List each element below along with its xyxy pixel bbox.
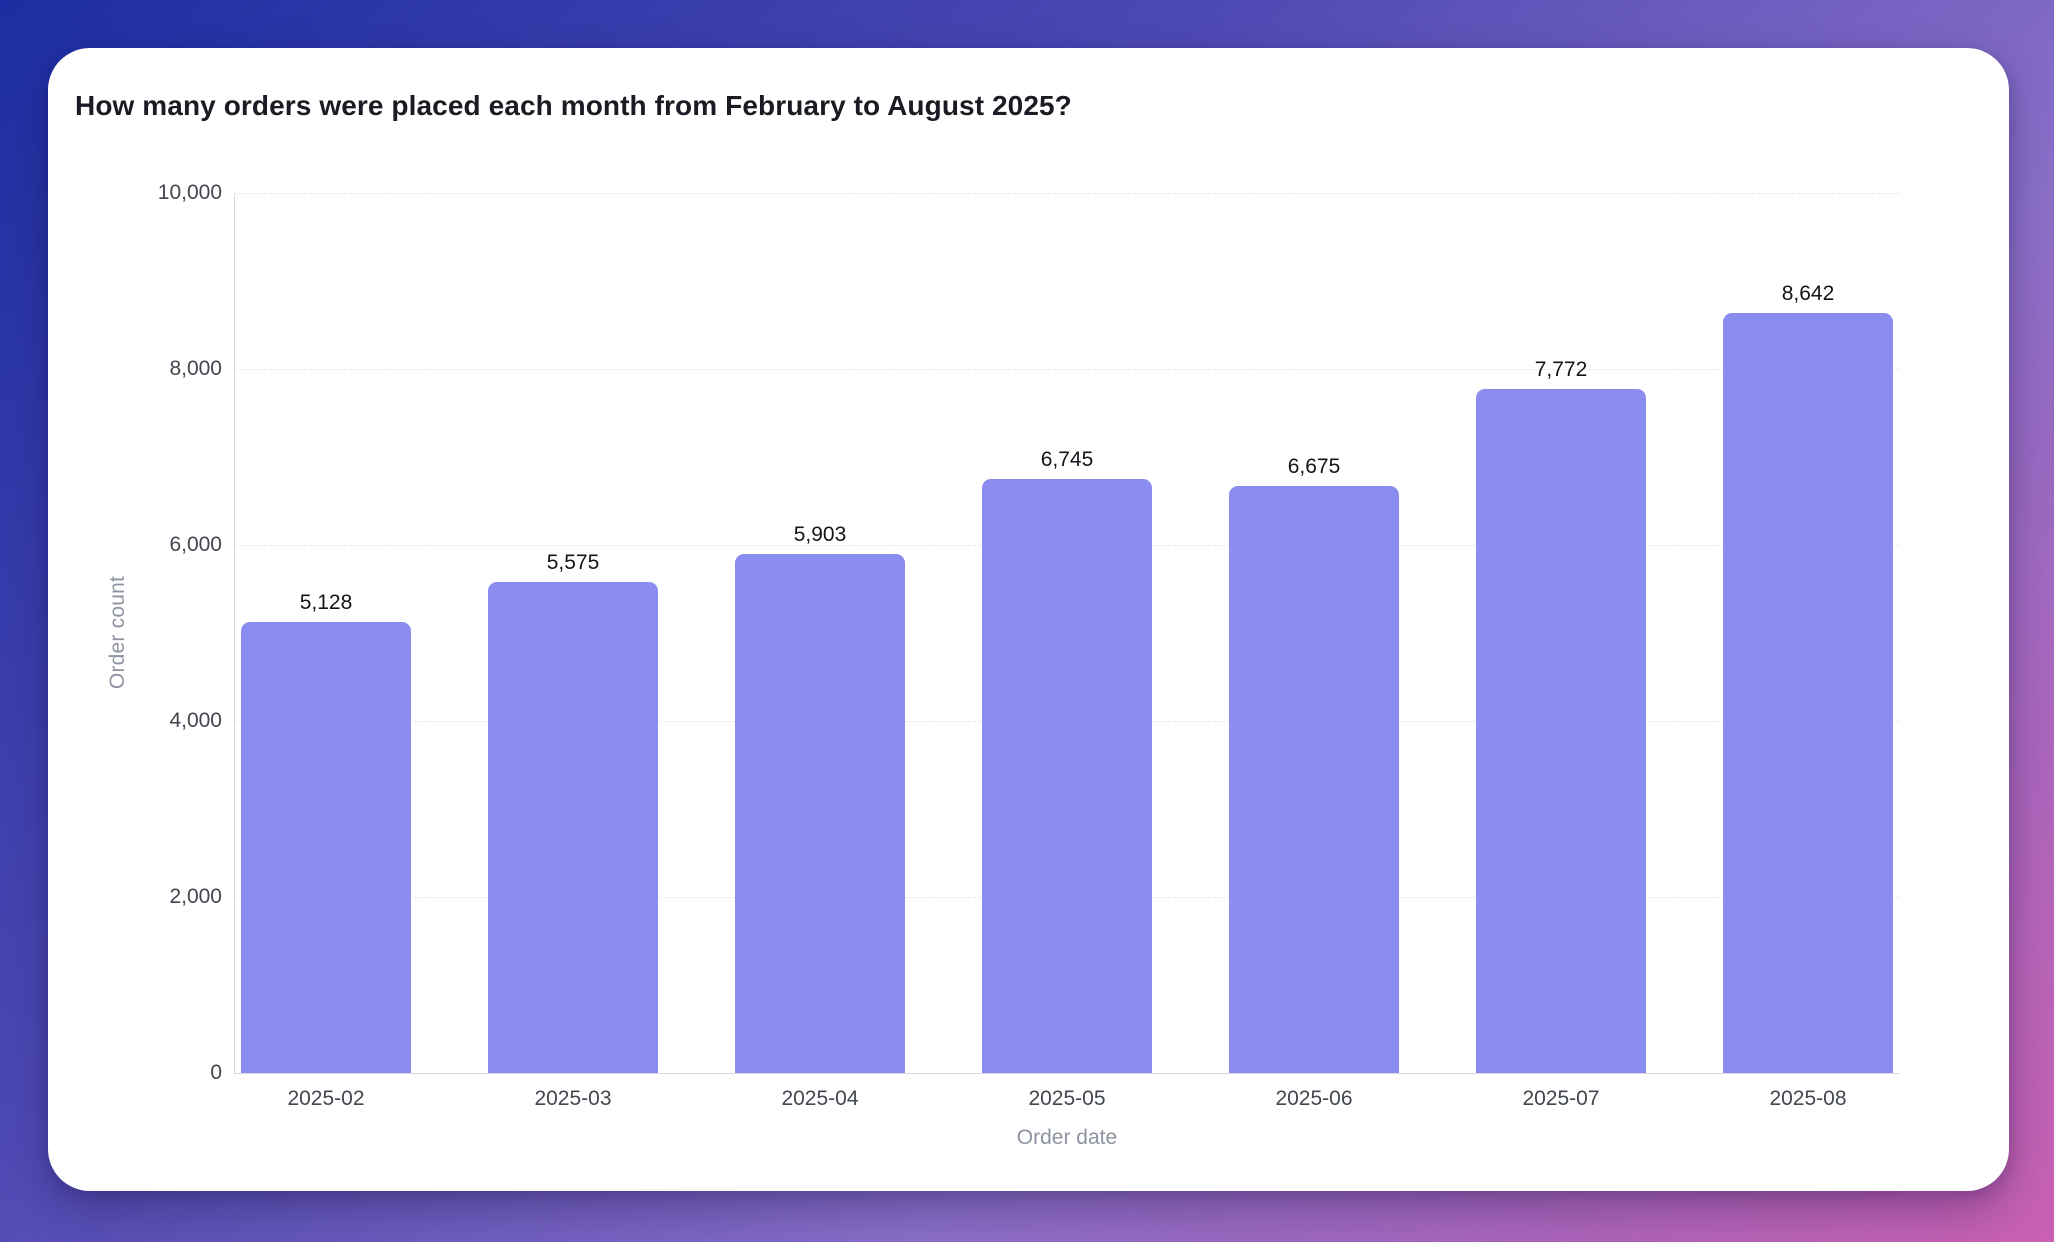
- y-tick-label: 8,000: [169, 357, 222, 380]
- x-tick-label: 2025-08: [1769, 1087, 1847, 1110]
- y-tick-label: 4,000: [169, 709, 222, 732]
- x-tick-label: 2025-05: [1028, 1087, 1106, 1110]
- bar-value-label: 7,772: [1534, 358, 1588, 382]
- gridline-10000: [234, 193, 1900, 194]
- x-tick-label: 2025-07: [1522, 1087, 1600, 1110]
- bar-value-label: 5,903: [793, 522, 847, 546]
- y-tick-label: 10,000: [157, 181, 222, 204]
- y-tick-label: 2,000: [169, 885, 222, 908]
- chart-card: How many orders were placed each month f…: [48, 48, 2009, 1191]
- bars-row: 5,128 5,575 5,903 6,745 6,675 7,772 8,642: [234, 193, 1900, 1073]
- bar-value-label: 8,642: [1781, 281, 1835, 305]
- bar-2025-08[interactable]: [1723, 312, 1893, 1073]
- x-tick-label: 2025-03: [534, 1087, 612, 1110]
- gridline-8000: [234, 369, 1900, 370]
- bar-group: 6,745: [982, 193, 1152, 1073]
- plot-area: 5,128 5,575 5,903 6,745 6,675 7,772 8,642: [234, 193, 1900, 1074]
- bar-2025-04[interactable]: [735, 553, 905, 1073]
- chart-title: How many orders were placed each month f…: [75, 89, 1072, 121]
- bar-2025-03[interactable]: [488, 582, 658, 1073]
- bar-group: 5,903: [735, 193, 905, 1073]
- y-axis-labels: 0 2,000 4,000 6,000 8,000 10,000: [48, 181, 222, 1084]
- y-tick-label: 0: [210, 1061, 222, 1084]
- bar-group: 5,128: [241, 193, 411, 1073]
- bar-2025-07[interactable]: [1476, 389, 1646, 1073]
- bar-2025-05[interactable]: [982, 479, 1152, 1073]
- bar-group: 8,642: [1723, 193, 1893, 1073]
- bar-group: 7,772: [1476, 193, 1646, 1073]
- bar-group: 5,575: [488, 193, 658, 1073]
- x-tick-label: 2025-06: [1275, 1087, 1353, 1110]
- x-axis-line: [234, 1073, 1900, 1074]
- bar-2025-06[interactable]: [1229, 485, 1399, 1073]
- x-axis-title: Order date: [1016, 1126, 1118, 1149]
- bar-group: 6,675: [1229, 193, 1399, 1073]
- x-tick-label: 2025-02: [287, 1087, 365, 1110]
- y-axis-line: [234, 193, 235, 1073]
- x-tick-label: 2025-04: [781, 1087, 859, 1110]
- bar-value-label: 5,128: [299, 590, 353, 614]
- x-axis-labels: 2025-02 2025-03 2025-04 2025-05 2025-06 2025-…: [234, 1087, 1900, 1111]
- bar-2025-02[interactable]: [241, 621, 411, 1073]
- bar-value-label: 6,745: [1040, 448, 1094, 472]
- bar-value-label: 6,675: [1287, 454, 1341, 478]
- bar-value-label: 5,575: [546, 551, 600, 575]
- y-tick-label: 6,000: [169, 533, 222, 556]
